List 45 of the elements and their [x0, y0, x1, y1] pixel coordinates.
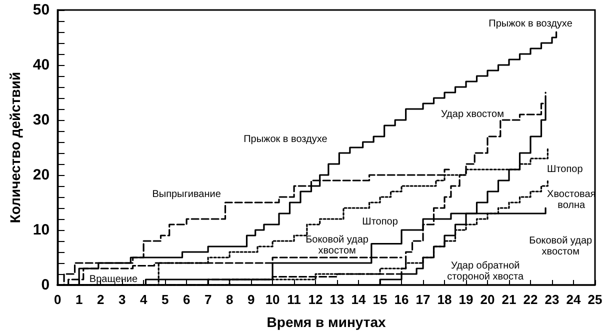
x-tick-label: 18 [437, 292, 452, 307]
y-tick-label: 50 [32, 2, 50, 18]
x-tick-label: 22 [523, 292, 538, 307]
x-tick-label: 11 [287, 292, 301, 307]
annotation: Удар хвостом [440, 109, 504, 120]
x-tick-label: 19 [458, 292, 474, 307]
x-tick-label: 17 [416, 292, 430, 307]
x-tick-label: 10 [265, 292, 280, 307]
annotation: Прыжок в воздухе [488, 18, 573, 30]
x-tick-label: 1 [75, 292, 83, 307]
y-tick-label: 0 [41, 276, 50, 294]
x-tick-label: 14 [351, 292, 367, 307]
x-tick-label: 9 [247, 292, 255, 307]
x-tick-label: 7 [204, 292, 212, 307]
x-tick-label: 0 [54, 292, 62, 307]
x-tick-label: 15 [372, 292, 388, 307]
x-tick-label: 23 [544, 292, 560, 307]
x-tick-label: 4 [140, 292, 148, 307]
x-tick-label: 6 [182, 292, 190, 307]
x-tick-label: 21 [502, 292, 516, 307]
x-tick-label: 24 [566, 292, 582, 307]
x-tick-label: 2 [96, 292, 104, 307]
annotation: Боковой удар хвостом [529, 236, 592, 258]
annotation: Боковой удар хвостом [306, 234, 369, 256]
y-tick-label: 10 [32, 222, 50, 238]
x-axis-title: Время в минутах [266, 314, 386, 330]
y-axis-title: Количество действий [7, 72, 23, 224]
y-tick-label: 30 [32, 112, 50, 128]
annotation: Выпрыгивание [152, 188, 222, 200]
y-tick-label: 40 [32, 56, 50, 74]
x-tick-label: 12 [308, 292, 323, 307]
y-tick-label: 20 [32, 166, 50, 184]
annotation: Штопор [547, 164, 584, 175]
annotation: Вращение [89, 274, 138, 285]
annotation: Хвостовая волна [547, 188, 596, 211]
x-tick-label: 25 [588, 292, 602, 307]
x-tick-label: 3 [118, 292, 126, 307]
x-tick-label: 20 [480, 292, 495, 307]
annotation: Удар обратной стороной хвоста [447, 260, 524, 282]
x-tick-label: 8 [226, 292, 234, 307]
x-tick-label: 16 [394, 292, 409, 307]
annotation: Прыжок в воздухе [244, 134, 328, 145]
annotation: Штопор [362, 216, 398, 228]
x-tick-label: 5 [161, 292, 169, 307]
x-tick-label: 13 [330, 292, 344, 307]
